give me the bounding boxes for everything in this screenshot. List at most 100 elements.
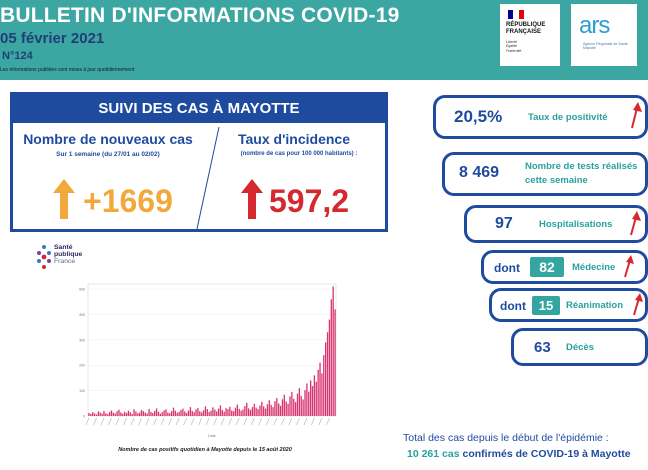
chart-bar <box>268 400 270 416</box>
chart-bar <box>155 408 158 416</box>
x-tick-mark <box>318 417 323 426</box>
x-tick-mark <box>145 417 150 426</box>
x-tick-mark <box>138 417 142 426</box>
update-note: Les informations publiées sont mises à j… <box>0 67 135 73</box>
chart-bar <box>210 410 212 416</box>
x-tick-mark <box>251 417 255 426</box>
y-tick-label: 200 <box>79 364 85 368</box>
spf-logo-text: Santé publique France <box>54 244 83 266</box>
hospitalisations-label: Hospitalisations <box>539 219 613 230</box>
chart-bar <box>261 401 263 416</box>
chart-bar <box>150 411 152 416</box>
x-tick-mark <box>100 417 105 426</box>
x-tick-mark <box>258 417 263 426</box>
chart-bar <box>201 412 203 416</box>
chart-bar <box>176 412 178 416</box>
chart-bar <box>249 409 252 416</box>
reanimation-label: Réanimation <box>566 300 624 311</box>
y-tick-label: 100 <box>79 389 85 393</box>
orange-up-arrow-icon <box>53 179 75 219</box>
chart-bar <box>180 409 182 416</box>
daily-cases-chart: 0 100 200 300 400 500 Date <box>79 283 337 438</box>
header-banner: BULLETIN D'INFORMATIONS COVID-19 05 févr… <box>0 0 648 80</box>
bulletin-title: BULLETIN D'INFORMATIONS COVID-19 <box>0 4 400 27</box>
hospitalisations-value: 97 <box>495 215 513 232</box>
chart-bar <box>259 405 261 416</box>
medecine-prefix: dont <box>494 261 520 275</box>
chart-bar <box>240 410 242 416</box>
chart-bar <box>266 404 269 416</box>
chart-bar <box>246 402 248 416</box>
chart-bar <box>264 408 267 416</box>
chart-bar <box>229 406 231 416</box>
chart-bar <box>206 409 208 416</box>
deces-label: Décès <box>566 342 594 353</box>
chart-bar <box>159 413 161 416</box>
chart-bar <box>123 411 126 416</box>
republique-francaise-logo: RÉPUBLIQUE FRANÇAISE Liberté Égalité Fra… <box>500 4 560 66</box>
x-tick-mark <box>281 417 285 426</box>
x-tick-mark <box>108 417 112 426</box>
positivite-value: 20,5% <box>454 107 503 126</box>
x-tick-mark <box>190 417 195 426</box>
chart-bar <box>161 412 163 416</box>
chart-bar <box>212 407 214 416</box>
chart-bar <box>97 411 99 416</box>
red-trend-arrow-icon <box>633 293 643 316</box>
chart-bar <box>328 319 331 416</box>
x-tick-mark <box>168 417 172 426</box>
x-tick-mark <box>220 417 225 426</box>
incidence-title: Taux d'incidence <box>238 131 350 147</box>
x-tick-mark <box>175 417 180 426</box>
chart-bar <box>122 413 124 416</box>
chart-bar <box>114 413 116 416</box>
chart-bar <box>306 383 308 416</box>
chart-bar <box>236 404 239 416</box>
chart-bar <box>170 411 173 416</box>
chart-bar <box>90 413 92 416</box>
bulletin-number: N°124 <box>2 50 33 62</box>
x-tick-mark <box>198 417 202 426</box>
chart-bar <box>103 410 105 416</box>
chart-bar <box>309 380 312 416</box>
total-cases-rest: confirmés de COVID-19 à Mayotte <box>462 448 631 460</box>
chart-bar <box>234 407 237 416</box>
chart-bar <box>93 413 96 416</box>
suivi-cas-box: SUIVI DES CAS À MAYOTTE Nombre de nouvea… <box>10 92 388 232</box>
x-tick-mark <box>123 417 127 426</box>
x-tick-mark <box>183 417 187 426</box>
spf-dots-icon <box>37 245 51 269</box>
x-axis-label: Date <box>208 434 215 438</box>
red-trend-arrow-icon <box>630 211 641 236</box>
x-tick-mark <box>236 417 240 426</box>
chart-bar <box>163 410 165 416</box>
chart-bar <box>140 409 143 416</box>
chart-bar <box>137 413 139 416</box>
chart-bar <box>242 409 244 416</box>
chart-bar <box>298 388 301 416</box>
medecine-value: 82 <box>530 257 564 277</box>
x-tick-mark <box>115 417 120 426</box>
chart-bar <box>255 407 257 416</box>
chart-bar <box>317 369 319 416</box>
total-cases-line: 10 261 cas confirmés de COVID-19 à Mayot… <box>407 448 631 460</box>
nouveaux-cas-value: +1669 <box>83 183 173 219</box>
chart-bar <box>293 398 295 416</box>
chart-bar <box>204 406 207 416</box>
chart-bar <box>105 413 107 416</box>
chart-bar <box>129 412 131 416</box>
x-tick-mark <box>153 417 157 426</box>
x-tick-mark <box>213 417 217 426</box>
chart-bar <box>270 404 272 416</box>
chart-bar <box>263 406 265 416</box>
deces-value: 63 <box>534 339 551 356</box>
nouveaux-cas-period: Sur 1 semaine (du 27/01 au 02/02) <box>56 151 160 158</box>
chart-bar <box>326 332 329 416</box>
chart-bar <box>285 401 287 416</box>
chart-bar <box>195 409 197 416</box>
bulletin-date: 05 février 2021 <box>0 30 105 47</box>
chart-bar <box>281 399 284 416</box>
suivi-title: SUIVI DES CAS À MAYOTTE <box>13 95 385 123</box>
x-tick-mark <box>85 417 90 426</box>
x-tick-mark <box>205 417 210 426</box>
